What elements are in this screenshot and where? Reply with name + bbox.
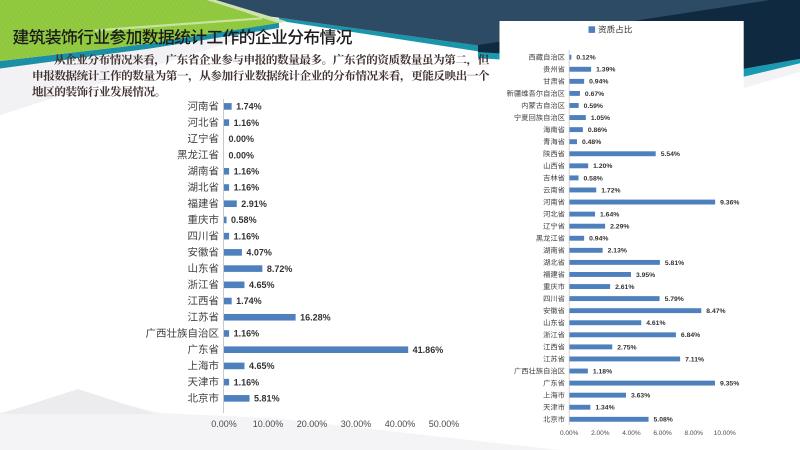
svg-text:1.16%: 1.16% bbox=[234, 377, 260, 387]
svg-text:5.81%: 5.81% bbox=[254, 394, 280, 404]
svg-text:1.39%: 1.39% bbox=[596, 67, 615, 74]
svg-text:2.00%: 2.00% bbox=[591, 430, 610, 437]
svg-text:1.74%: 1.74% bbox=[236, 296, 262, 306]
svg-text:0.00%: 0.00% bbox=[229, 134, 255, 144]
svg-text:5.54%: 5.54% bbox=[661, 151, 680, 158]
svg-text:0.12%: 0.12% bbox=[576, 55, 595, 62]
svg-text:0.94%: 0.94% bbox=[589, 79, 608, 86]
svg-text:4.61%: 4.61% bbox=[646, 320, 665, 327]
svg-text:1.16%: 1.16% bbox=[234, 231, 260, 241]
svg-text:0.86%: 0.86% bbox=[588, 127, 607, 134]
svg-text:0.58%: 0.58% bbox=[584, 175, 603, 182]
svg-text:10.00%: 10.00% bbox=[253, 419, 284, 429]
svg-text:0.94%: 0.94% bbox=[589, 236, 608, 243]
svg-text:4.65%: 4.65% bbox=[249, 280, 275, 290]
svg-text:3.95%: 3.95% bbox=[636, 272, 655, 279]
svg-text:8.47%: 8.47% bbox=[706, 308, 725, 315]
svg-text:1.72%: 1.72% bbox=[601, 187, 620, 194]
svg-text:2.61%: 2.61% bbox=[615, 284, 634, 291]
svg-text:1.34%: 1.34% bbox=[595, 405, 614, 412]
svg-text:6.00%: 6.00% bbox=[653, 430, 672, 437]
svg-text:0.58%: 0.58% bbox=[231, 215, 257, 225]
svg-text:3.63%: 3.63% bbox=[631, 393, 650, 400]
svg-text:5.81%: 5.81% bbox=[665, 260, 684, 267]
svg-text:30.00%: 30.00% bbox=[341, 419, 372, 429]
svg-text:0.00%: 0.00% bbox=[229, 150, 255, 160]
svg-text:7.11%: 7.11% bbox=[685, 356, 704, 363]
svg-text:1.74%: 1.74% bbox=[236, 102, 262, 112]
svg-text:50.00%: 50.00% bbox=[429, 419, 460, 429]
svg-text:1.05%: 1.05% bbox=[591, 115, 610, 122]
svg-text:2.91%: 2.91% bbox=[241, 199, 267, 209]
svg-text:0.00%: 0.00% bbox=[211, 419, 237, 429]
svg-text:2.29%: 2.29% bbox=[610, 224, 629, 231]
svg-text:4.07%: 4.07% bbox=[246, 248, 272, 258]
svg-text:4.65%: 4.65% bbox=[249, 361, 275, 371]
svg-text:9.35%: 9.35% bbox=[720, 380, 739, 387]
svg-text:20.00%: 20.00% bbox=[297, 419, 328, 429]
svg-text:1.20%: 1.20% bbox=[593, 163, 612, 170]
svg-text:1.16%: 1.16% bbox=[234, 166, 260, 176]
svg-text:8.72%: 8.72% bbox=[267, 264, 293, 274]
svg-text:1.16%: 1.16% bbox=[234, 118, 260, 128]
svg-text:2.13%: 2.13% bbox=[608, 248, 627, 255]
svg-text:1.64%: 1.64% bbox=[600, 212, 619, 219]
svg-text:10.00%: 10.00% bbox=[714, 430, 736, 437]
svg-text:8.00%: 8.00% bbox=[684, 430, 703, 437]
svg-text:4.00%: 4.00% bbox=[622, 430, 641, 437]
svg-text:40.00%: 40.00% bbox=[385, 419, 416, 429]
svg-text:16.28%: 16.28% bbox=[300, 312, 331, 322]
svg-text:0.67%: 0.67% bbox=[585, 91, 604, 98]
svg-text:5.08%: 5.08% bbox=[654, 417, 673, 424]
svg-text:0.00%: 0.00% bbox=[560, 430, 579, 437]
svg-text:1.18%: 1.18% bbox=[593, 368, 612, 375]
svg-text:5.79%: 5.79% bbox=[665, 296, 684, 303]
svg-text:1.16%: 1.16% bbox=[234, 329, 260, 339]
svg-text:2.75%: 2.75% bbox=[617, 344, 636, 351]
svg-text:9.36%: 9.36% bbox=[720, 199, 739, 206]
svg-text:0.59%: 0.59% bbox=[584, 103, 603, 110]
svg-text:0.48%: 0.48% bbox=[582, 139, 601, 146]
svg-text:1.16%: 1.16% bbox=[234, 183, 260, 193]
svg-text:6.84%: 6.84% bbox=[681, 332, 700, 339]
svg-text:41.86%: 41.86% bbox=[413, 345, 444, 355]
